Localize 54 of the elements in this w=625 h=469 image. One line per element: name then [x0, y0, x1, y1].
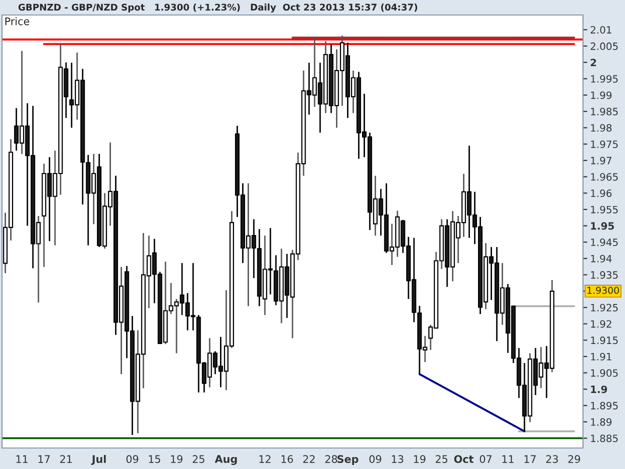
- y-tick-label: 1.9: [591, 386, 608, 394]
- y-tick-label: 1.915: [591, 336, 618, 344]
- x-tick-label: 17: [524, 455, 536, 463]
- x-tick-label: 22: [303, 455, 315, 463]
- x-tick-label: 25: [436, 455, 448, 464]
- x-tick-label: 29: [568, 455, 580, 464]
- y-tick-label: 1.91: [591, 352, 612, 360]
- y-tick-label: 1.97: [591, 156, 612, 164]
- y-tick-label: 1.935: [591, 271, 618, 279]
- y-tick-label: 2.005: [590, 42, 618, 50]
- x-tick-label: 11: [16, 455, 28, 463]
- x-tick-label: 19: [414, 455, 426, 464]
- y-tick-label: 2.01: [590, 26, 612, 34]
- x-tick-label: 09: [369, 455, 382, 464]
- x-tick-label: 17: [38, 455, 50, 463]
- x-tick-label: 07: [480, 455, 492, 464]
- y-tick-label: 1.975: [591, 140, 618, 148]
- x-tick-label: Oct: [454, 455, 474, 464]
- x-tick-label: 12: [259, 455, 270, 463]
- annotation: 1.9300: [588, 286, 619, 294]
- x-tick-label: Sep: [337, 455, 358, 466]
- y-tick-label: 2: [590, 58, 596, 66]
- x-tick-label: 28: [325, 455, 338, 464]
- y-tick-label: 1.96: [591, 189, 612, 198]
- x-tick-label: 13: [392, 455, 404, 464]
- x-tick-label: 15: [148, 455, 160, 464]
- y-tick-label: 1.89: [591, 418, 612, 426]
- x-tick-label: 19: [171, 455, 182, 464]
- y-tick-label: 1.95: [591, 222, 614, 230]
- y-axis-title: Price: [5, 17, 30, 26]
- y-tick-label: 1.925: [591, 304, 618, 312]
- y-tick-label: 1.995: [591, 75, 618, 83]
- y-tick-label: 1.985: [591, 108, 618, 116]
- y-tick-label: 1.99: [591, 91, 612, 100]
- x-tick-label: 21: [60, 455, 72, 463]
- x-tick-label: 16: [281, 455, 293, 464]
- y-tick-label: 1.945: [591, 238, 618, 246]
- y-tick-label: 1.92: [591, 320, 612, 328]
- text: Daily Oct 23 2013 15:37 (04:37): [250, 4, 418, 12]
- x-tick-label: 09: [126, 455, 138, 464]
- y-tick-label: 1.905: [591, 369, 618, 377]
- chart-title: GBPNZD - GBP/NZD Spot: [18, 4, 145, 12]
- y-tick-label: 1.955: [591, 206, 618, 214]
- text: 1.9300 (+1.23%): [155, 4, 240, 12]
- y-tick-label: 1.965: [591, 173, 618, 181]
- x-tick-label: Jul: [91, 454, 106, 465]
- x-tick-label: Aug: [214, 455, 237, 466]
- y-tick-label: 1.98: [591, 124, 612, 132]
- y-tick-label: 1.895: [591, 402, 618, 410]
- y-tick-label: 1.885: [591, 434, 618, 442]
- x-tick-label: 23: [546, 455, 558, 464]
- x-tick-label: 11: [502, 455, 514, 463]
- y-tick-label: 1.94: [591, 254, 612, 262]
- x-tick-label: 25: [192, 455, 204, 464]
